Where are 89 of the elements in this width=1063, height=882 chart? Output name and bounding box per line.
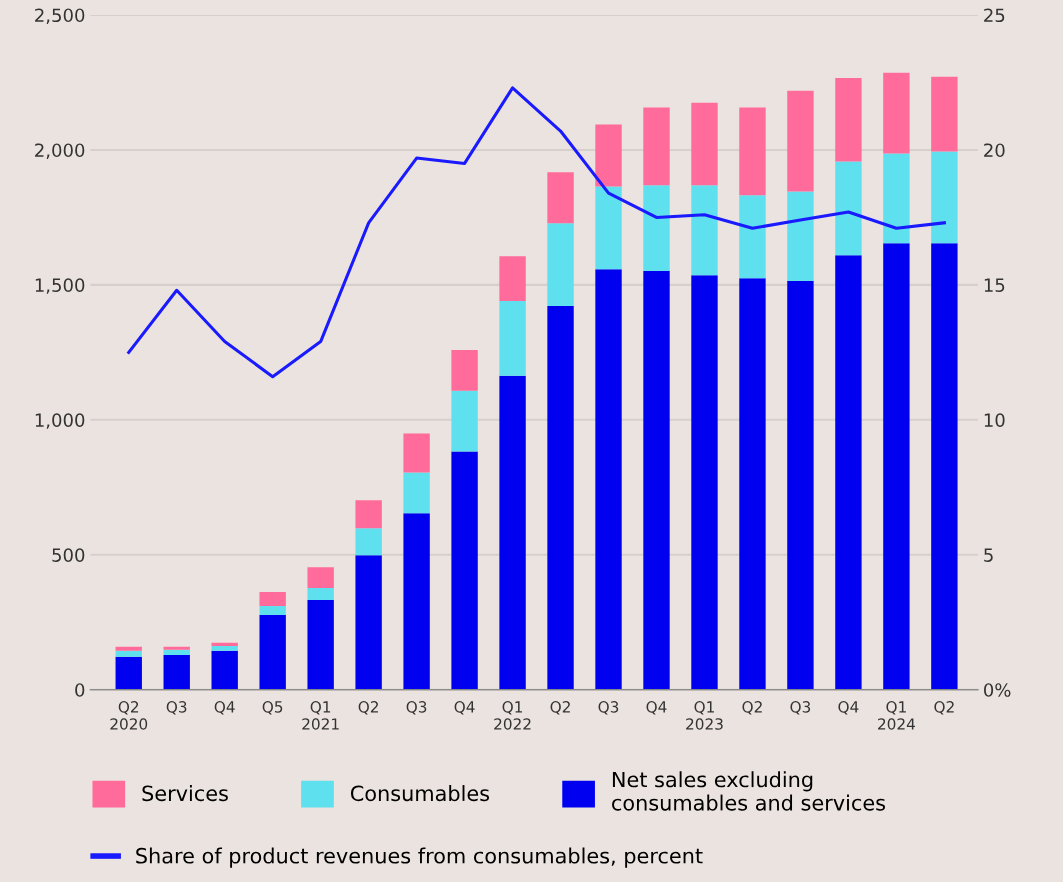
y-tick-label: 500	[52, 548, 85, 562]
x-tick-label: Q3	[166, 701, 187, 715]
bar	[787, 191, 814, 282]
bar	[691, 275, 718, 690]
x-tick-label: Q2 2020	[110, 701, 148, 730]
legend-label: Consumables	[350, 785, 490, 802]
bar	[931, 151, 958, 244]
bar	[355, 528, 382, 556]
y2-tick-label: 5	[984, 548, 993, 562]
bar	[883, 243, 910, 690]
bar	[739, 278, 766, 690]
legend-label: Share of product revenues from consumables, percent	[136, 847, 703, 868]
x-tick-label: Q1 2022	[494, 701, 531, 730]
bar	[115, 650, 142, 657]
y-tick-label: 2,500	[35, 8, 85, 24]
bar	[355, 500, 382, 529]
bar	[787, 281, 814, 690]
x-tick-label: Q4	[454, 701, 475, 715]
bar	[115, 656, 142, 690]
x-tick-label: Q2	[742, 701, 762, 715]
line-series	[127, 86, 946, 379]
x-tick-label: Q5	[262, 701, 283, 715]
bar	[931, 76, 958, 152]
bar	[403, 433, 430, 473]
x-tick-label: Q2	[358, 701, 378, 715]
bar	[931, 243, 958, 690]
bar	[307, 600, 334, 690]
bar	[163, 649, 190, 655]
bar	[739, 195, 766, 279]
legend-label: Services	[142, 785, 228, 802]
y2-tick-label: 15	[984, 278, 1005, 292]
y-tick-label: 0	[75, 683, 85, 697]
bar	[499, 256, 526, 302]
y2-tick-label: 20	[984, 143, 1005, 158]
x-tick-label: Q4	[838, 701, 859, 715]
bar	[643, 185, 670, 272]
bar	[595, 269, 622, 690]
bar	[163, 646, 190, 650]
bar	[355, 555, 382, 690]
y-tick-label: 1,500	[35, 278, 85, 294]
bar	[259, 614, 286, 690]
bar	[643, 107, 670, 186]
legend-label: Net sales excluding consumables and services	[612, 771, 886, 811]
bar	[835, 161, 862, 256]
x-tick-label: Q2	[550, 701, 570, 715]
x-tick-label: Q4	[646, 701, 667, 715]
bar	[403, 513, 430, 690]
bar	[451, 451, 478, 690]
x-tick-label: Q3	[406, 701, 427, 715]
bar	[115, 646, 142, 651]
y-tick-label: 1,000	[35, 413, 85, 429]
x-tick-label: Q3	[598, 701, 619, 715]
bar	[259, 606, 286, 615]
bar	[739, 107, 766, 196]
x-tick-label: Q1 2024	[878, 701, 915, 730]
bar	[307, 567, 334, 588]
bar	[547, 305, 574, 690]
bar	[163, 654, 190, 690]
y2-tick-label: 25	[984, 8, 1005, 23]
bar	[835, 77, 862, 162]
bar	[595, 186, 622, 270]
bar	[211, 642, 238, 646]
y-tick-label: 2,000	[35, 143, 85, 159]
bar	[451, 390, 478, 452]
bar	[259, 592, 286, 607]
bar	[595, 124, 622, 187]
x-tick-label: Q2	[934, 701, 954, 715]
bar	[403, 472, 430, 514]
bar	[691, 185, 718, 276]
y2-tick-label: 0%	[984, 683, 1011, 697]
bar	[307, 587, 334, 601]
bar	[883, 72, 910, 154]
bar	[547, 172, 574, 224]
bar	[883, 153, 910, 244]
bar	[499, 301, 526, 376]
bar	[451, 349, 478, 391]
bar	[547, 223, 574, 306]
bar	[787, 90, 814, 192]
bar	[835, 255, 862, 690]
x-tick-label: Q4	[214, 701, 235, 715]
bar	[691, 102, 718, 186]
y2-tick-label: 10	[984, 413, 1005, 427]
x-tick-label: Q3	[790, 701, 811, 715]
bar	[643, 271, 670, 690]
x-tick-label: Q1 2021	[302, 701, 339, 730]
bar	[211, 650, 238, 690]
x-tick-label: Q1 2023	[686, 701, 723, 730]
bar	[499, 375, 526, 690]
bar	[211, 646, 238, 651]
